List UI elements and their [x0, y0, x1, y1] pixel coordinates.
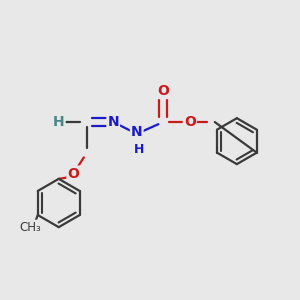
Text: H: H [53, 115, 64, 129]
Text: CH₃: CH₃ [19, 220, 41, 234]
Text: O: O [184, 115, 196, 129]
Text: H: H [134, 142, 144, 156]
Text: O: O [68, 167, 80, 181]
Text: N: N [107, 115, 119, 129]
Text: N: N [131, 125, 142, 139]
Text: O: O [157, 84, 169, 98]
